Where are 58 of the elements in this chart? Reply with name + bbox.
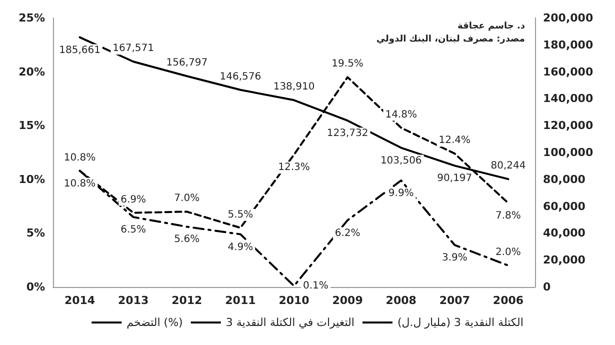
y-tick-label: 25% bbox=[18, 12, 45, 24]
y2-tick-label: 120,000 bbox=[543, 119, 594, 132]
data-label: 90,197 bbox=[437, 173, 472, 184]
data-label: 123,732 bbox=[326, 128, 368, 140]
y-tick-label: 15% bbox=[18, 119, 45, 132]
y-tick-label: 10% bbox=[18, 172, 45, 186]
data-label: 0.1% bbox=[303, 280, 328, 292]
y2-tick-label: 20,000 bbox=[543, 254, 586, 267]
data-label: 19.5% bbox=[332, 58, 364, 70]
y2-tick-label: 80,000 bbox=[543, 172, 586, 186]
data-label: 5.5% bbox=[228, 209, 254, 220]
data-label: 146,576 bbox=[220, 71, 262, 82]
y2-tick-label: 100,000 bbox=[543, 146, 594, 159]
y-tick-label: 20% bbox=[18, 65, 45, 78]
data-label: 7.8% bbox=[496, 210, 521, 222]
y2-tick-label: 180,000 bbox=[543, 38, 594, 52]
data-label: 10.8% bbox=[64, 178, 96, 190]
data-label: 10.8% bbox=[64, 152, 96, 164]
y2-tick-label: 40,000 bbox=[543, 226, 586, 240]
legend-label: التضخم (%) bbox=[126, 316, 183, 329]
y2-tick-label: 0 bbox=[543, 280, 551, 294]
annotation: د. جاسم عجاقة bbox=[458, 22, 526, 32]
data-label: 5.6% bbox=[174, 234, 200, 246]
data-label: 12.4% bbox=[438, 135, 471, 146]
data-label: 156,797 bbox=[166, 58, 208, 69]
x-tick-label: 2007 bbox=[439, 294, 470, 307]
data-label: 12.3% bbox=[278, 162, 310, 174]
x-tick-label: 2008 bbox=[386, 294, 416, 307]
x-tick-label: 2009 bbox=[332, 294, 363, 307]
legend-label: الكتلة النقدية 3 (مليار ل.ل) bbox=[397, 316, 524, 329]
data-label: 6.9% bbox=[120, 194, 146, 206]
y2-tick-label: 200,000 bbox=[543, 12, 594, 24]
y-tick-label: 0% bbox=[26, 280, 45, 294]
data-label: 3.9% bbox=[442, 252, 468, 264]
data-label: 4.9% bbox=[228, 242, 254, 253]
data-label: 167,571 bbox=[112, 43, 154, 54]
y2-tick-label: 160,000 bbox=[543, 65, 594, 78]
y2-tick-label: 140,000 bbox=[543, 92, 594, 106]
y-tick-label: 5% bbox=[26, 226, 45, 240]
data-label: 6.2% bbox=[334, 228, 360, 239]
data-label: 185,661 bbox=[59, 44, 100, 56]
x-tick-label: 2012 bbox=[172, 294, 202, 307]
data-label: 7.0% bbox=[174, 193, 200, 204]
x-tick-label: 2010 bbox=[278, 294, 310, 307]
data-label: 103,506 bbox=[380, 155, 422, 166]
y2-tick-label: 60,000 bbox=[543, 200, 586, 213]
data-label: 138,910 bbox=[273, 82, 315, 93]
x-tick-label: 2006 bbox=[492, 294, 524, 307]
legend-label: التغيرات في الكتلة النقدية 3 bbox=[226, 316, 354, 329]
data-label: 14.8% bbox=[385, 109, 417, 120]
annotation: مصدر: مصرف لبنان، البنك الدولي bbox=[376, 34, 526, 44]
data-label: 9.9% bbox=[388, 188, 414, 199]
x-tick-label: 2011 bbox=[225, 294, 256, 307]
x-tick-label: 2014 bbox=[64, 294, 96, 307]
data-label: 2.0% bbox=[496, 246, 521, 258]
data-label: 6.5% bbox=[120, 224, 146, 236]
x-tick-label: 2013 bbox=[118, 294, 149, 307]
data-label: 80,244 bbox=[490, 160, 526, 172]
